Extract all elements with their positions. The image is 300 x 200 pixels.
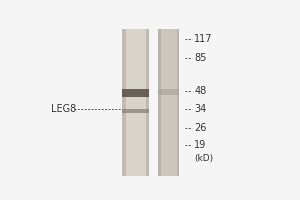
Bar <box>122 29 149 176</box>
Bar <box>158 29 179 176</box>
Text: 85: 85 <box>194 53 207 63</box>
Text: 34: 34 <box>194 104 207 114</box>
Bar <box>158 89 179 95</box>
Text: 19: 19 <box>194 140 207 150</box>
Text: 117: 117 <box>194 34 213 44</box>
Bar <box>161 29 177 176</box>
Bar <box>122 89 149 97</box>
Text: LEG8: LEG8 <box>52 104 77 114</box>
Bar <box>122 109 149 113</box>
Text: 26: 26 <box>194 123 207 133</box>
Text: (kD): (kD) <box>194 154 214 163</box>
Bar <box>126 29 146 176</box>
Text: 48: 48 <box>194 86 207 96</box>
